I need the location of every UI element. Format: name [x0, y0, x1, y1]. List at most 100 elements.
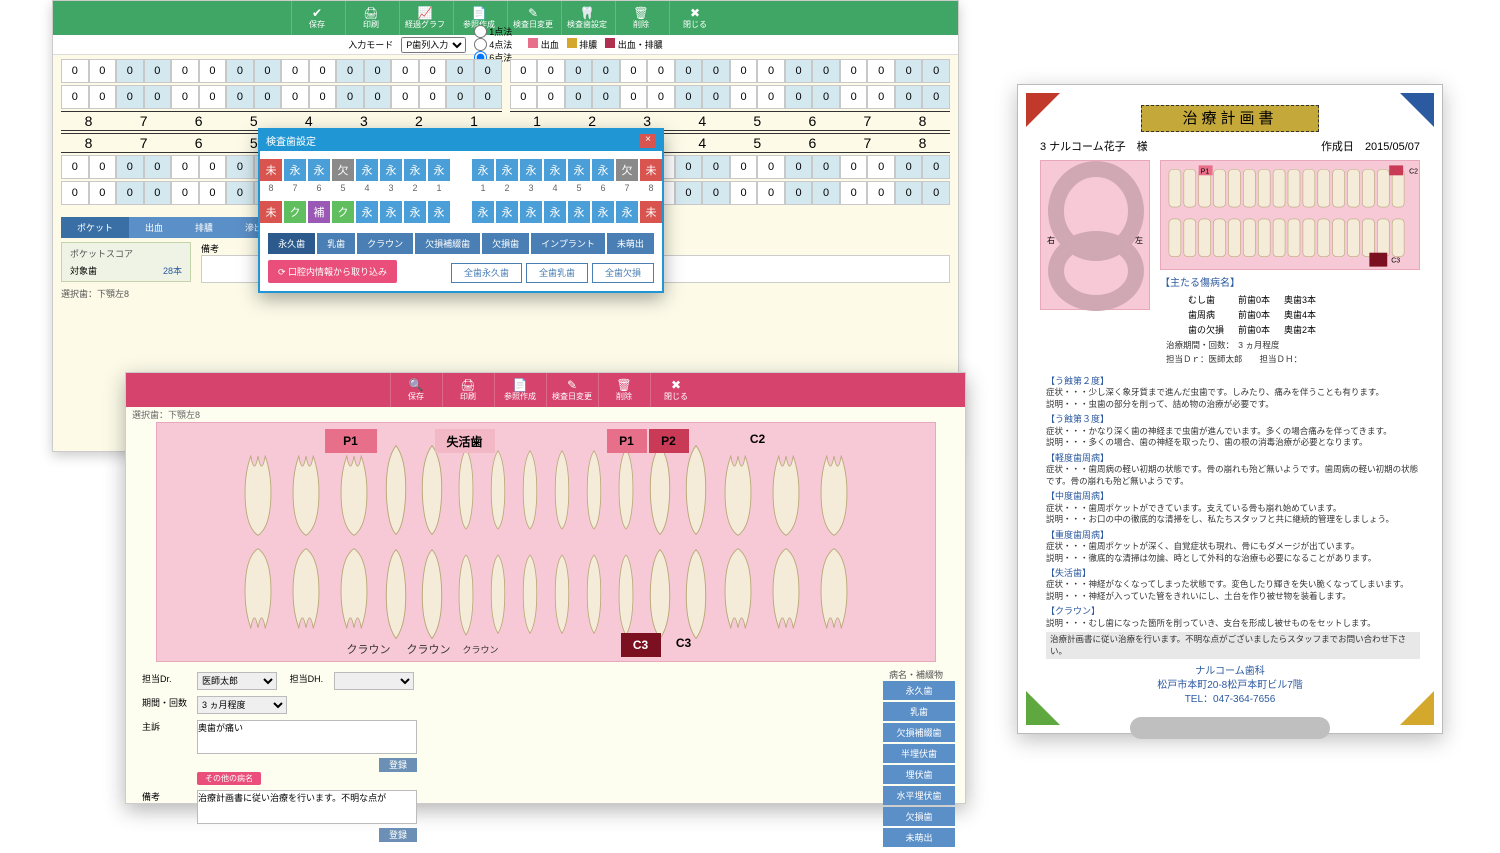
tab-出血[interactable]: 出血 [129, 217, 179, 238]
tooth[interactable] [415, 545, 449, 645]
perio-cell[interactable]: 0 [171, 59, 199, 83]
perio-cell[interactable]: 0 [757, 181, 785, 205]
perio-cell[interactable]: 0 [171, 155, 199, 179]
perio-cell[interactable]: 0 [281, 85, 309, 109]
perio-cell[interactable]: 0 [61, 155, 89, 179]
perio-cell[interactable]: 0 [730, 59, 758, 83]
perio-cell[interactable]: 0 [867, 59, 895, 83]
toolbar-閉じる[interactable]: ✖閉じる [669, 1, 721, 35]
perio-cell[interactable]: 0 [675, 155, 703, 179]
tooth-tile[interactable]: 欠 [332, 159, 354, 181]
category-欠損歯[interactable]: 欠損歯 [482, 233, 529, 254]
perio-cell[interactable]: 0 [171, 181, 199, 205]
tooth[interactable] [415, 439, 449, 539]
perio-cell[interactable]: 0 [419, 59, 447, 83]
toolbar-検査日変更[interactable]: ✎検査日変更 [546, 373, 598, 407]
tooth-tile[interactable]: 未 [260, 159, 282, 181]
perio-cell[interactable]: 0 [61, 85, 89, 109]
bulk-全歯乳歯[interactable]: 全歯乳歯 [526, 263, 588, 283]
perio-cell[interactable]: 0 [89, 155, 117, 179]
perio-cell[interactable]: 0 [116, 59, 144, 83]
perio-cell[interactable]: 0 [565, 59, 593, 83]
tooth-tile[interactable]: 永 [496, 159, 518, 181]
tooth-tile[interactable]: 永 [568, 201, 590, 223]
perio-cell[interactable]: 0 [840, 85, 868, 109]
perio-cell[interactable]: 0 [336, 59, 364, 83]
tooth-tile[interactable]: 永 [284, 159, 306, 181]
perio-cell[interactable]: 0 [199, 85, 227, 109]
perio-cell[interactable]: 0 [199, 155, 227, 179]
perio-cell[interactable]: 0 [785, 59, 813, 83]
side-半埋伏歯[interactable]: 半埋伏歯 [883, 744, 955, 763]
tooth[interactable] [579, 545, 609, 645]
teeth-canvas[interactable]: P1失活歯P1P2C2C3C3 クラウンクラウンクラウン [156, 422, 936, 662]
tooth-tile[interactable]: 永 [308, 159, 330, 181]
perio-cell[interactable]: 0 [144, 181, 172, 205]
tooth-tile[interactable]: 永 [404, 159, 426, 181]
perio-cell[interactable]: 0 [226, 85, 254, 109]
perio-cell[interactable]: 0 [702, 59, 730, 83]
tooth-tile[interactable]: 永 [520, 201, 542, 223]
perio-cell[interactable]: 0 [812, 59, 840, 83]
tooth-tile[interactable]: 永 [592, 201, 614, 223]
perio-cell[interactable]: 0 [812, 181, 840, 205]
perio-cell[interactable]: 0 [89, 85, 117, 109]
input-mode-select[interactable]: P歯列入力 [401, 37, 466, 53]
category-インプラント[interactable]: インプラント [531, 233, 605, 254]
side-欠損補綴歯[interactable]: 欠損補綴歯 [883, 723, 955, 742]
perio-cell[interactable]: 0 [474, 85, 502, 109]
tooth[interactable] [579, 439, 609, 539]
perio-cell[interactable]: 0 [89, 59, 117, 83]
perio-cell[interactable]: 0 [922, 85, 950, 109]
side-埋伏歯[interactable]: 埋伏歯 [883, 765, 955, 784]
perio-cell[interactable]: 0 [812, 85, 840, 109]
tooth[interactable] [763, 545, 809, 635]
tooth[interactable] [811, 449, 857, 539]
perio-cell[interactable]: 0 [702, 85, 730, 109]
perio-cell[interactable]: 0 [537, 59, 565, 83]
tooth-tile[interactable]: 欠 [616, 159, 638, 181]
perio-cell[interactable]: 0 [565, 85, 593, 109]
perio-cell[interactable]: 0 [730, 155, 758, 179]
perio-cell[interactable]: 0 [254, 59, 282, 83]
tooth[interactable] [483, 545, 513, 645]
perio-cell[interactable]: 0 [895, 155, 923, 179]
perio-cell[interactable]: 0 [592, 85, 620, 109]
tooth[interactable] [379, 545, 413, 645]
tooth[interactable] [547, 545, 577, 645]
perio-cell[interactable]: 0 [922, 181, 950, 205]
perio-cell[interactable]: 0 [702, 155, 730, 179]
tooth-tile[interactable]: 永 [496, 201, 518, 223]
perio-cell[interactable]: 0 [61, 181, 89, 205]
tooth-tile[interactable]: 永 [616, 201, 638, 223]
perio-cell[interactable]: 0 [867, 181, 895, 205]
perio-cell[interactable]: 0 [757, 155, 785, 179]
perio-cell[interactable]: 0 [785, 85, 813, 109]
category-欠損補綴歯[interactable]: 欠損補綴歯 [415, 233, 480, 254]
perio-cell[interactable]: 0 [199, 59, 227, 83]
perio-cell[interactable]: 0 [281, 59, 309, 83]
perio-cell[interactable]: 0 [647, 59, 675, 83]
perio-cell[interactable]: 0 [144, 155, 172, 179]
perio-cell[interactable]: 0 [510, 85, 538, 109]
perio-cell[interactable]: 0 [336, 85, 364, 109]
perio-cell[interactable]: 0 [226, 59, 254, 83]
perio-cell[interactable]: 0 [785, 181, 813, 205]
tooth[interactable] [235, 545, 281, 635]
period-select[interactable]: 3 ヵ月程度 [197, 696, 287, 714]
toolbar-印刷[interactable]: 🖨印刷 [345, 1, 397, 35]
tooth[interactable] [283, 545, 329, 635]
tooth[interactable] [643, 545, 677, 645]
tooth-tile[interactable]: 永 [472, 201, 494, 223]
perio-cell[interactable]: 0 [757, 59, 785, 83]
perio-cell[interactable]: 0 [537, 85, 565, 109]
tooth[interactable] [451, 439, 481, 539]
tooth[interactable] [331, 449, 377, 539]
perio-cell[interactable]: 0 [446, 85, 474, 109]
perio-cell[interactable]: 0 [895, 85, 923, 109]
memo-textarea[interactable]: 治療計画書に従い治療を行います。不明な点が [197, 790, 417, 824]
tooth[interactable] [515, 439, 545, 539]
perio-cell[interactable]: 0 [89, 181, 117, 205]
perio-cell[interactable]: 0 [922, 59, 950, 83]
perio-cell[interactable]: 0 [702, 181, 730, 205]
